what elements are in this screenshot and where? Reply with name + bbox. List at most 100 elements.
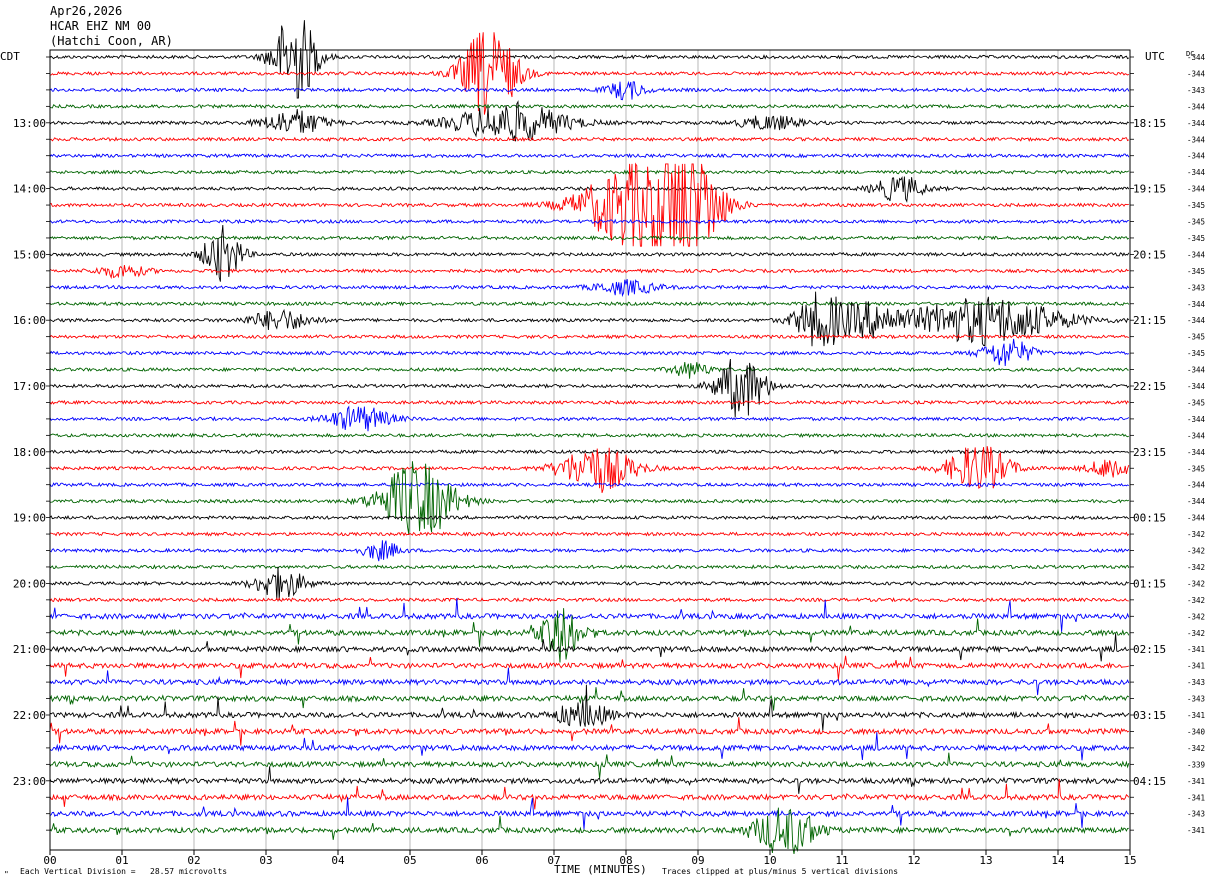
dc-offset-label: -344 [1187,250,1206,259]
right-hour-label: 22:15 [1133,380,1166,393]
trace-row-16 [49,291,1130,347]
dc-offset-label: -339 [1187,760,1205,769]
trace-row-15 [49,301,1130,307]
footer-clip-note: Traces clipped at plus/minus 5 vertical … [662,867,899,876]
dc-offset-label: -345 [1187,464,1205,473]
dc-offset-label: -344 [1187,119,1206,128]
trace-row-18 [49,338,1129,367]
trace-row-27 [49,461,1130,535]
trace-row-2 [49,80,1130,101]
trace-row-35 [49,608,1130,663]
right-hour-label: 18:15 [1133,117,1166,130]
dc-offset-label: -344 [1187,135,1206,144]
right-hour-label: 19:15 [1133,183,1166,196]
trace-row-12 [49,224,1130,282]
axes: -344 -344 -343 -344 -344 -344 -344 -344 -344 -345… [13,49,1206,867]
x-tick-label: 15 [1123,854,1136,867]
trace-row-44 [49,766,1130,794]
dc-offset-label: -345 [1187,398,1205,407]
x-tick-label: 14 [1051,854,1065,867]
dc-offset-label: -342 [1187,596,1205,605]
dc-offset-label: -342 [1187,612,1205,621]
trace-row-6 [49,153,1130,159]
dc-offset-label: -342 [1187,530,1205,539]
trace-row-41 [49,717,1130,746]
x-tick-label: 09 [691,854,704,867]
trace-row-3 [49,103,1129,110]
trace-row-29 [50,531,1130,537]
dc-offset-label: -342 [1187,579,1205,588]
trace-row-7 [49,169,1130,175]
dc-offset-label: -342 [1187,563,1205,572]
dc-offset-label: -341 [1187,793,1205,802]
left-hour-label: 20:00 [13,577,46,590]
right-hour-label: 20:15 [1133,248,1166,261]
dc-offset-label: -344 [1187,53,1206,62]
trace-row-43 [49,752,1130,779]
trace-row-10 [49,218,1129,225]
trace-row-22 [49,405,1130,432]
trace-row-14 [49,279,1130,298]
right-hour-label: 04:15 [1133,775,1166,788]
footer-scale-note: Each Vertical Division = 28.57 microvolt… [20,867,228,876]
corner-mark: " [4,870,9,879]
trace-row-47 [49,807,1129,854]
dc-offset-label: -344 [1187,497,1206,506]
dc-offset-label: -344 [1187,185,1206,194]
left-hour-label: 17:00 [13,380,46,393]
x-tick-label: 04 [331,854,345,867]
dc-offset-label: -341 [1187,645,1205,654]
trace-row-42 [49,732,1130,761]
dc-offset-label: -345 [1187,349,1205,358]
dc-offset-label: -341 [1187,826,1205,835]
trace-row-23 [49,432,1130,439]
trace-row-4 [49,100,1130,142]
dc-offset-label: -345 [1187,218,1205,227]
dc-offset-label: -343 [1187,678,1205,687]
right-hour-label: 03:15 [1133,709,1166,722]
x-axis-title: TIME (MINUTES) [554,863,647,876]
x-tick-label: 11 [835,854,848,867]
x-tick-label: 10 [763,854,776,867]
right-hour-label: 02:15 [1133,643,1166,656]
left-hour-label: 16:00 [13,314,46,327]
dc-offset-label: -344 [1187,366,1206,375]
header-channel: HCAR EHZ NM 00 [50,19,152,33]
trace-row-1 [49,32,1130,115]
header-location: (Hatchi Coon, AR) [50,34,173,48]
trace-row-20 [50,358,1130,418]
dc-offset-label: -344 [1187,168,1206,177]
trace-row-39 [49,687,1130,711]
dc-offset-label: -344 [1187,69,1206,78]
trace-row-8 [49,176,1130,203]
left-timezone-label: CDT [0,50,20,63]
plot-frame [49,49,1131,851]
trace-row-45 [49,778,1130,810]
dc-offset-label: -343 [1187,810,1205,819]
trace-row-32 [49,566,1130,601]
trace-row-13 [49,264,1129,280]
dc-offset-label: -342 [1187,547,1205,556]
left-hour-label: 13:00 [13,117,46,130]
right-hour-label: 21:15 [1133,314,1166,327]
dc-offset-label: -344 [1187,514,1206,523]
dc-offset-label: -343 [1187,283,1205,292]
trace-row-30 [49,540,1130,562]
right-hour-label: 23:15 [1133,446,1166,459]
dc-offset-label: -344 [1187,316,1206,325]
dc-offset-label: -341 [1187,662,1205,671]
dc-offset-label: -340 [1187,727,1206,736]
trace-row-25 [49,446,1130,494]
dc-offset-label: -344 [1187,300,1206,309]
dc-offset-label: -345 [1187,201,1205,210]
left-hour-label: 23:00 [13,775,46,788]
dc-offset-label: -343 [1187,86,1205,95]
right-timezone-label: UTC [1145,50,1165,63]
left-hour-label: 14:00 [13,183,46,196]
x-tick-label: 06 [475,854,488,867]
trace-row-19 [49,362,1129,379]
dc-label: DC [1186,50,1195,58]
dc-offset-label: -342 [1187,629,1205,638]
x-tick-label: 03 [259,854,272,867]
